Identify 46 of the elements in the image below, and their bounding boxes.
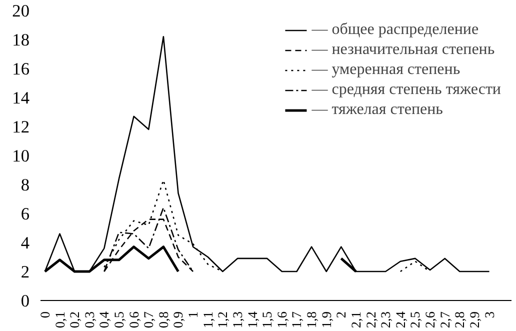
y-tick-label: 16	[12, 60, 30, 78]
legend-label: — средняя степень тяжести	[312, 81, 501, 99]
x-tick-label: 0,4	[96, 311, 112, 328]
y-tick-label: 8	[20, 176, 30, 194]
x-tick-label: 1,1	[200, 311, 216, 328]
x-tick-label: 3	[482, 311, 497, 318]
x-tick-label: 1,4	[244, 311, 260, 328]
x-tick-label: 2,3	[378, 311, 394, 328]
y-tick-label: 6	[20, 204, 30, 224]
x-tick-label: 0,8	[156, 311, 171, 328]
y-tick-label: 20	[12, 2, 30, 20]
x-tick-label: 2,1	[348, 311, 364, 328]
x-tick-label: 0	[37, 311, 52, 318]
y-tick-label: 4	[20, 234, 30, 252]
y-tick-label: 12	[12, 118, 30, 136]
x-tick-label: 0,6	[126, 311, 142, 328]
legend-label: — умеренная степень	[312, 61, 460, 79]
x-tick-label: 2,7	[437, 311, 452, 328]
y-tick-label: 18	[12, 30, 30, 50]
x-tick-label: 1,7	[289, 311, 304, 328]
x-tick-label: 1,8	[304, 311, 320, 328]
x-tick-label: 0,5	[112, 311, 126, 328]
x-tick-label: 2,5	[408, 311, 423, 328]
x-tick-label: 1	[186, 311, 201, 318]
legend-label: — общее распределение	[312, 21, 479, 39]
x-tick-label: 1,5	[260, 311, 275, 328]
legend-label: — тяжелая степень	[312, 101, 443, 119]
x-tick-label: 1,9	[318, 311, 334, 328]
x-tick-label: 2,4	[392, 311, 408, 328]
x-tick-label: 0,2	[67, 311, 82, 328]
x-tick-label: 2	[334, 311, 349, 318]
legend-label: — незначительная степень	[312, 41, 495, 59]
x-tick-label: 0,1	[52, 311, 68, 328]
x-tick-label: 0,3	[82, 311, 97, 328]
y-tick-label: 10	[12, 146, 30, 166]
x-tick-label: 1,6	[274, 311, 290, 328]
y-tick-label: 2	[20, 262, 30, 282]
x-tick-label: 1,3	[230, 311, 245, 328]
x-tick-label: 2,2	[363, 311, 378, 328]
x-tick-label: 1,2	[215, 311, 230, 328]
x-tick-label: 2,8	[452, 311, 468, 328]
x-tick-label: 2,6	[422, 311, 438, 328]
x-tick-label: 0,9	[170, 311, 186, 328]
x-tick-label: 0,7	[141, 311, 156, 328]
x-tick-label: 2,9	[466, 311, 482, 328]
y-tick-label: 14	[12, 88, 30, 108]
